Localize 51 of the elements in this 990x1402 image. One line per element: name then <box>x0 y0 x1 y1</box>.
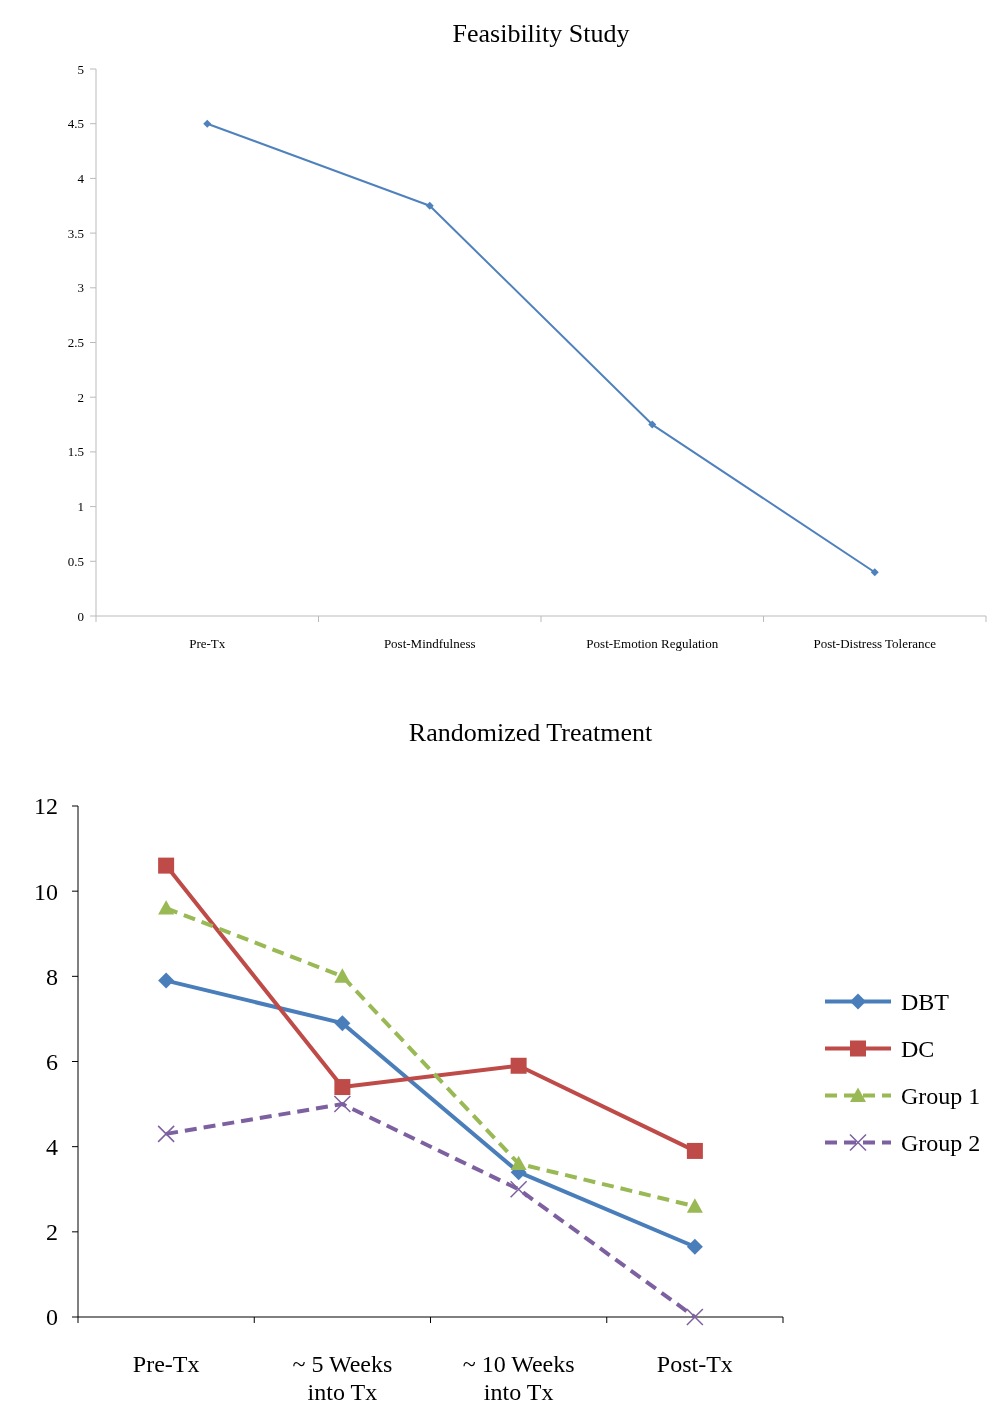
point <box>158 900 175 915</box>
legend-label: DC <box>901 1035 935 1062</box>
y-tick-label: 3.5 <box>67 225 84 241</box>
y-tick-label: 3 <box>77 280 84 296</box>
legend-label: Group 2 <box>901 1129 981 1156</box>
y-tick-label: 5 <box>77 61 84 77</box>
y-tick-label: 4 <box>77 170 85 186</box>
y-tick-label: 1 <box>77 499 84 515</box>
point <box>334 1079 351 1096</box>
chart-title: Feasibility Study <box>452 19 630 48</box>
y-tick-label: 0 <box>77 608 84 624</box>
point <box>686 1238 703 1255</box>
point <box>870 568 879 577</box>
x-tick-label: Post-Mindfulness <box>383 636 476 651</box>
y-tick-label: 0.5 <box>67 553 84 569</box>
y-tick-label: 2.5 <box>67 335 84 351</box>
y-tick-label: 2 <box>46 1219 58 1246</box>
point <box>334 1015 351 1032</box>
legend-label: DBT <box>901 988 950 1015</box>
x-tick-label: ~ 10 Weeks into Tx <box>462 1351 575 1402</box>
point <box>510 1155 527 1171</box>
point <box>334 968 351 983</box>
y-tick-label: 2 <box>77 389 84 405</box>
point <box>425 201 434 210</box>
point <box>686 1142 703 1159</box>
y-tick-label: 6 <box>46 1048 58 1075</box>
chart-title: Randomized Treatment <box>408 718 653 747</box>
y-tick-label: 8 <box>46 963 58 990</box>
y-tick-label: 1.5 <box>67 444 84 460</box>
point <box>509 1180 528 1198</box>
point <box>686 1198 703 1213</box>
x-tick-label: ~ 5 Weeks into Tx <box>292 1351 393 1402</box>
y-tick-label: 12 <box>34 793 58 820</box>
point <box>203 119 212 128</box>
y-tick-label: 4.5 <box>67 116 84 132</box>
point <box>158 972 175 989</box>
point <box>648 420 657 429</box>
y-tick-label: 0 <box>46 1304 58 1331</box>
point <box>158 857 175 874</box>
point <box>510 1057 527 1074</box>
x-tick-label: Post-Distress Tolerance <box>813 636 937 651</box>
x-tick-label: Pre-Tx <box>189 636 226 651</box>
y-tick-label: 10 <box>34 878 58 905</box>
x-tick-label: Post-Emotion Regulation <box>586 636 719 651</box>
y-tick-label: 4 <box>46 1134 58 1161</box>
legend-label: Group 1 <box>901 1082 981 1109</box>
point <box>157 1125 175 1143</box>
point <box>333 1095 352 1113</box>
x-tick-label: Post-Tx <box>656 1351 733 1377</box>
x-tick-label: Pre-Tx <box>132 1351 200 1377</box>
point <box>686 1308 704 1326</box>
